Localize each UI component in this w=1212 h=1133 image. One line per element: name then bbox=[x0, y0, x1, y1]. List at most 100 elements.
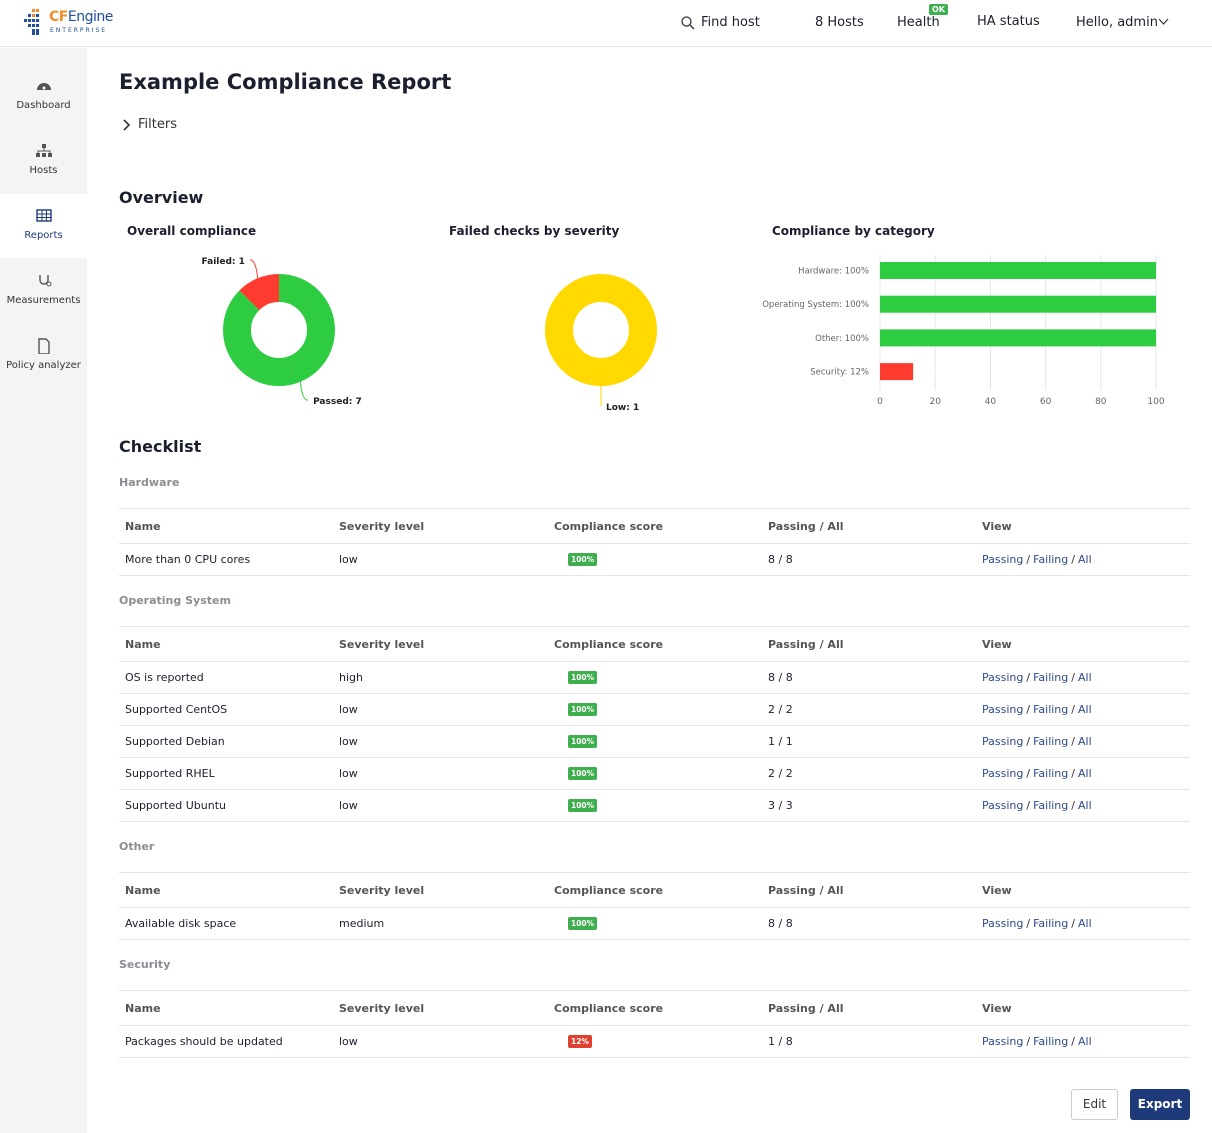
view-link[interactable]: All bbox=[1078, 1035, 1092, 1048]
view-separator: / bbox=[1071, 735, 1075, 748]
check-name: Supported CentOS bbox=[125, 703, 227, 716]
score-badge: 100% bbox=[568, 917, 597, 930]
view-link[interactable]: Passing bbox=[982, 553, 1023, 566]
x-tick-label: 0 bbox=[877, 397, 883, 407]
check-name: Supported Ubuntu bbox=[125, 799, 226, 812]
view-separator: / bbox=[1071, 703, 1075, 716]
table-header: NameSeverity levelCompliance scorePassin… bbox=[119, 508, 1190, 544]
severity: low bbox=[339, 767, 358, 780]
column-header: Passing / All bbox=[768, 884, 844, 897]
view-separator: / bbox=[1071, 553, 1075, 566]
view-link[interactable]: All bbox=[1078, 767, 1092, 780]
x-tick-label: 100 bbox=[1147, 397, 1164, 407]
view-separator: / bbox=[1026, 553, 1030, 566]
view-separator: / bbox=[1026, 917, 1030, 930]
table-row: Packages should be updatedlow12%1 / 8Pas… bbox=[119, 1026, 1190, 1058]
check-name: OS is reported bbox=[125, 671, 204, 684]
severity: medium bbox=[339, 917, 384, 930]
view-separator: / bbox=[1026, 671, 1030, 684]
edit-button[interactable]: Edit bbox=[1071, 1089, 1118, 1120]
passing: 2 / 2 bbox=[768, 703, 793, 716]
view-link[interactable]: Failing bbox=[1033, 671, 1068, 684]
view-links: Passing/Failing/All bbox=[982, 917, 1092, 930]
score-badge: 100% bbox=[568, 799, 597, 812]
check-name: Available disk space bbox=[125, 917, 236, 930]
passing: 1 / 8 bbox=[768, 1035, 793, 1048]
column-header: View bbox=[982, 638, 1012, 651]
table-row: More than 0 CPU coreslow100%8 / 8Passing… bbox=[119, 544, 1190, 576]
view-links: Passing/Failing/All bbox=[982, 1035, 1092, 1048]
check-name: Supported RHEL bbox=[125, 767, 215, 780]
y-tick-label: Hardware: 100% bbox=[798, 267, 869, 277]
column-header: Compliance score bbox=[554, 638, 663, 651]
score-badge: 100% bbox=[568, 767, 597, 780]
checklist-heading: Checklist bbox=[119, 436, 1190, 458]
passing: 8 / 8 bbox=[768, 553, 793, 566]
severity: low bbox=[339, 799, 358, 812]
slice-label: Passed: 7 bbox=[313, 397, 362, 407]
column-header: View bbox=[982, 520, 1012, 533]
view-link[interactable]: All bbox=[1078, 917, 1092, 930]
view-links: Passing/Failing/All bbox=[982, 735, 1092, 748]
view-link[interactable]: Failing bbox=[1033, 735, 1068, 748]
view-link[interactable]: All bbox=[1078, 671, 1092, 684]
view-link[interactable]: All bbox=[1078, 703, 1092, 716]
view-links: Passing/Failing/All bbox=[982, 671, 1092, 684]
severity: low bbox=[339, 735, 358, 748]
table-row: OS is reportedhigh100%8 / 8Passing/Faili… bbox=[119, 662, 1190, 694]
view-link[interactable]: All bbox=[1078, 553, 1092, 566]
column-header: Passing / All bbox=[768, 638, 844, 651]
y-tick-label: Operating System: 100% bbox=[762, 300, 869, 310]
view-separator: / bbox=[1026, 1035, 1030, 1048]
view-link[interactable]: Failing bbox=[1033, 1035, 1068, 1048]
view-link[interactable]: Passing bbox=[982, 703, 1023, 716]
view-link[interactable]: Failing bbox=[1033, 703, 1068, 716]
view-link[interactable]: All bbox=[1078, 799, 1092, 812]
group-label: Operating System bbox=[119, 576, 1190, 626]
score-badge: 100% bbox=[568, 703, 597, 716]
group-label: Other bbox=[119, 822, 1190, 872]
table-row: Supported Ubuntulow100%3 / 3Passing/Fail… bbox=[119, 790, 1190, 822]
view-link[interactable]: All bbox=[1078, 735, 1092, 748]
group-label: Security bbox=[119, 940, 1190, 990]
chart-title: Failed checks by severity bbox=[449, 224, 620, 238]
column-header: Compliance score bbox=[554, 884, 663, 897]
view-link[interactable]: Failing bbox=[1033, 799, 1068, 812]
view-link[interactable]: Passing bbox=[982, 671, 1023, 684]
view-link[interactable]: Passing bbox=[982, 799, 1023, 812]
view-link[interactable]: Passing bbox=[982, 1035, 1023, 1048]
leader-line bbox=[250, 260, 258, 278]
bar bbox=[880, 262, 1156, 279]
column-header: Compliance score bbox=[554, 1002, 663, 1015]
bar bbox=[880, 296, 1156, 313]
view-links: Passing/Failing/All bbox=[982, 767, 1092, 780]
view-links: Passing/Failing/All bbox=[982, 703, 1092, 716]
severity: low bbox=[339, 553, 358, 566]
view-link[interactable]: Failing bbox=[1033, 767, 1068, 780]
view-separator: / bbox=[1026, 767, 1030, 780]
check-name: Supported Debian bbox=[125, 735, 225, 748]
column-header: View bbox=[982, 1002, 1012, 1015]
view-link[interactable]: Passing bbox=[982, 917, 1023, 930]
column-header: Name bbox=[125, 520, 161, 533]
chart-title: Overall compliance bbox=[127, 224, 256, 238]
view-link[interactable]: Passing bbox=[982, 735, 1023, 748]
charts: Overall compliance Failed: 1 Passed: 7 Fail… bbox=[0, 0, 1212, 420]
table-row: Supported CentOSlow100%2 / 2Passing/Fail… bbox=[119, 694, 1190, 726]
table-header: NameSeverity levelCompliance scorePassin… bbox=[119, 990, 1190, 1026]
chart-title: Compliance by category bbox=[772, 224, 935, 238]
view-link[interactable]: Passing bbox=[982, 767, 1023, 780]
passing: 1 / 1 bbox=[768, 735, 793, 748]
column-header: Name bbox=[125, 884, 161, 897]
donut bbox=[237, 288, 321, 372]
group-label: Hardware bbox=[119, 458, 1190, 508]
column-header: Compliance score bbox=[554, 520, 663, 533]
slice-label: Failed: 1 bbox=[202, 257, 245, 267]
view-link[interactable]: Failing bbox=[1033, 553, 1068, 566]
column-header: Severity level bbox=[339, 638, 424, 651]
view-link[interactable]: Failing bbox=[1033, 917, 1068, 930]
table-header: NameSeverity levelCompliance scorePassin… bbox=[119, 626, 1190, 662]
view-separator: / bbox=[1071, 671, 1075, 684]
export-button[interactable]: Export bbox=[1130, 1089, 1190, 1120]
passing: 8 / 8 bbox=[768, 671, 793, 684]
